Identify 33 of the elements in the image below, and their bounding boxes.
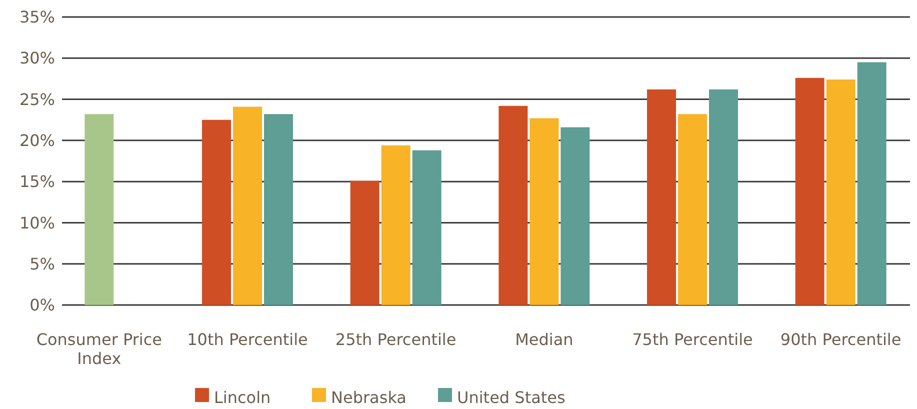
bar (795, 78, 824, 305)
bar (350, 180, 380, 305)
y-tick-label: 25% (19, 90, 55, 109)
bar (84, 114, 114, 305)
bar (826, 80, 856, 305)
bar (412, 150, 442, 305)
bar (647, 89, 676, 305)
y-tick-label: 20% (19, 131, 55, 150)
x-tick-label: 10th Percentile (187, 330, 308, 349)
bar (678, 114, 707, 305)
y-tick-label: 35% (19, 8, 55, 27)
legend-label: Nebraska (331, 388, 406, 407)
y-tick-label: 5% (30, 254, 55, 274)
bar (530, 118, 559, 305)
legend-label: United States (457, 388, 566, 407)
x-tick-label: 90th Percentile (780, 330, 902, 349)
y-tick-label: 0% (30, 296, 55, 315)
bar (233, 106, 262, 305)
x-tick-label: Median (515, 330, 574, 349)
legend-label: Lincoln (214, 388, 271, 407)
bar (857, 62, 886, 305)
bar (498, 106, 528, 305)
bar (264, 114, 293, 305)
y-tick-label: 10% (19, 213, 55, 232)
bar (709, 89, 738, 305)
bar (560, 127, 590, 305)
x-tick-label: 25th Percentile (335, 330, 456, 349)
bar (202, 120, 231, 305)
x-tick-label: 75th Percentile (632, 330, 753, 349)
y-tick-label: 15% (19, 172, 55, 192)
x-tick-label: Consumer Price Index (36, 330, 162, 368)
bar (381, 145, 410, 305)
y-tick-label: 30% (19, 48, 55, 68)
